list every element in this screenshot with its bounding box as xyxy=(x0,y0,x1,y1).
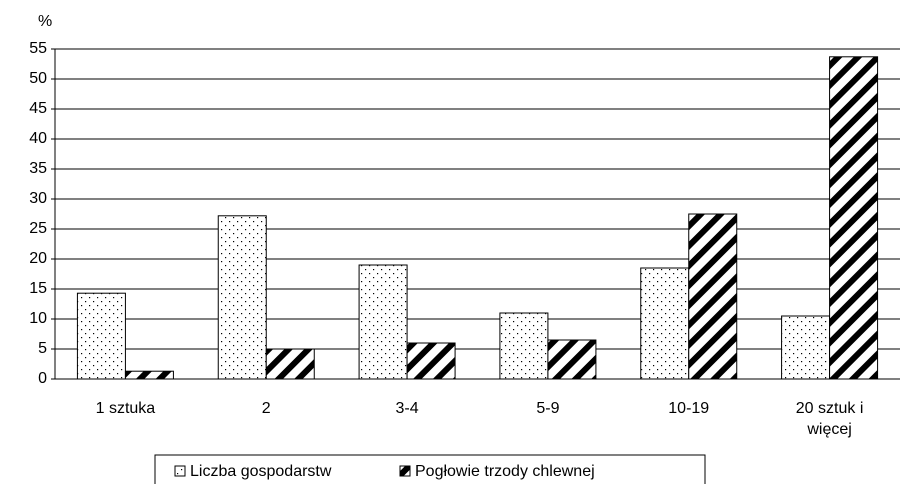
y-tick-label: 10 xyxy=(29,310,47,327)
y-tick-label: 25 xyxy=(29,220,47,237)
bar xyxy=(76,292,126,380)
bar xyxy=(358,264,408,380)
bar xyxy=(688,213,738,380)
x-tick-label: 2 xyxy=(262,400,271,417)
bar xyxy=(124,370,174,380)
y-tick-label: 20 xyxy=(29,250,47,267)
bar xyxy=(217,215,267,380)
y-axis-label: % xyxy=(38,13,52,30)
legend-swatch xyxy=(399,465,411,477)
y-tick-label: 0 xyxy=(38,370,47,387)
y-tick-label: 15 xyxy=(29,280,47,297)
x-tick-label: 1 sztuka xyxy=(96,400,156,417)
legend-label: Liczba gospodarstw xyxy=(190,463,332,480)
bar xyxy=(781,315,831,380)
bar xyxy=(829,56,879,380)
x-tick-label: 10-19 xyxy=(668,400,709,417)
x-tick-label: 20 sztuk i więcej xyxy=(796,400,864,438)
y-tick-label: 5 xyxy=(38,340,47,357)
bar xyxy=(265,348,315,380)
y-tick-label: 30 xyxy=(29,190,47,207)
legend-label: Pogłowie trzody chlewnej xyxy=(415,463,595,480)
bar xyxy=(499,312,549,380)
x-tick-label: 5-9 xyxy=(536,400,559,417)
x-tick-label: 3-4 xyxy=(396,400,419,417)
y-tick-label: 40 xyxy=(29,130,47,147)
bar xyxy=(640,267,690,380)
bar xyxy=(406,342,456,380)
y-tick-label: 50 xyxy=(29,70,47,87)
y-tick-label: 35 xyxy=(29,160,47,177)
legend xyxy=(154,454,706,489)
legend-swatch xyxy=(174,465,186,477)
y-tick-label: 55 xyxy=(29,40,47,57)
y-tick-label: 45 xyxy=(29,100,47,117)
bar xyxy=(547,339,597,380)
